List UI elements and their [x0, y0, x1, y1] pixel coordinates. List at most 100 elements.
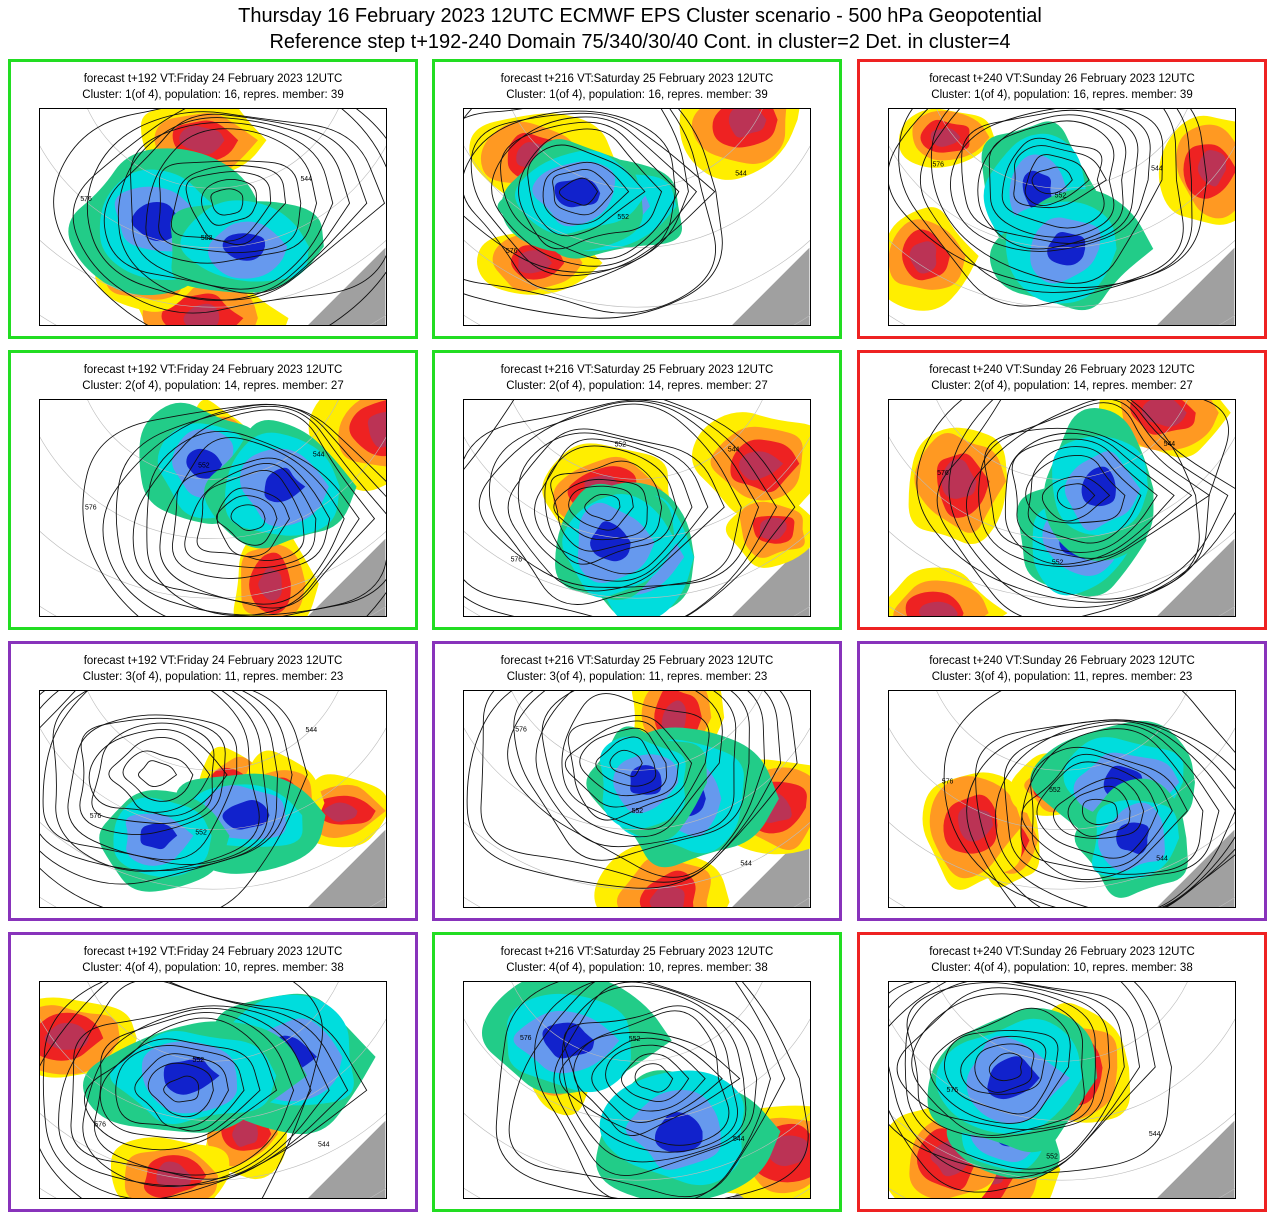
contour-label: 552 [629, 1036, 641, 1043]
forecast-step-label: forecast t+216 VT:Saturday 25 February 2… [500, 946, 774, 958]
forecast-step-label: forecast t+240 VT:Sunday 26 February 202… [929, 364, 1195, 376]
geopotential-contour [138, 760, 178, 787]
geopotential-contour [564, 720, 679, 808]
geopotential-contour [1025, 455, 1126, 524]
warm-anomaly-area [649, 885, 685, 907]
cluster-info-label: Cluster: 2(of 4), population: 14, repres… [82, 380, 344, 392]
geopotential-contour [609, 749, 643, 777]
forecast-panel-c2-t3: forecast t+240 VT:Sunday 26 February 202… [857, 350, 1267, 630]
panel-header: forecast t+240 VT:Sunday 26 February 202… [860, 653, 1264, 685]
contour-label: 552 [632, 808, 644, 815]
geopotential-contour [988, 120, 1115, 238]
geopotential-contour [115, 1044, 245, 1132]
contour-label: 552 [1052, 559, 1064, 566]
geopotential-contour [559, 177, 599, 206]
latitude-circle [889, 1018, 1235, 1121]
latitude-circle [40, 145, 386, 248]
geopotential-contour [567, 714, 693, 821]
geopotential-contour [1056, 483, 1096, 510]
geopotential-contour [595, 736, 657, 787]
warm-anomaly-area [179, 125, 225, 155]
cold-anomaly-area [987, 1056, 1040, 1100]
cluster-info-label: Cluster: 4(of 4), population: 10, repres… [82, 962, 344, 974]
cold-anomaly-area [630, 765, 662, 795]
contour-label: 544 [1149, 1131, 1161, 1138]
geopotential-map: 576 552 544 [888, 690, 1236, 908]
geopotential-contour [906, 982, 1111, 1139]
geopotential-map: 576 552 544 [888, 108, 1236, 326]
panel-header: forecast t+240 VT:Sunday 26 February 202… [860, 71, 1264, 103]
latitude-circle [40, 530, 386, 599]
contour-label: 544 [300, 176, 312, 183]
geopotential-contour [230, 504, 266, 531]
geopotential-contour [201, 178, 257, 226]
latitude-circle [40, 239, 386, 308]
warm-anomaly-area [1197, 150, 1227, 187]
geopotential-map: 576 552 544 [463, 981, 811, 1199]
geopotential-contour [464, 400, 778, 616]
geopotential-contour [920, 109, 1184, 293]
warm-anomaly-area [728, 109, 767, 138]
geopotential-contour [978, 402, 1211, 567]
geopotential-contour [500, 121, 680, 260]
contour-label: 576 [85, 505, 97, 512]
geopotential-contour [185, 171, 272, 242]
forecast-panel-c3-t1: forecast t+192 VT:Friday 24 February 202… [8, 641, 418, 921]
contour-label: 552 [193, 1057, 205, 1064]
cluster-info-label: Cluster: 1(of 4), population: 16, repres… [506, 89, 768, 101]
contour-label: 576 [511, 557, 523, 564]
contour-label: 544 [728, 446, 740, 453]
warm-anomaly-area [739, 451, 784, 481]
panel-header: forecast t+192 VT:Friday 24 February 202… [11, 944, 415, 976]
geopotential-contour [464, 109, 717, 314]
geopotential-contour [52, 691, 260, 872]
contour-label: 552 [198, 463, 210, 470]
forecast-panel-c1-t1: forecast t+192 VT:Friday 24 February 202… [8, 59, 418, 339]
panel-header: forecast t+192 VT:Friday 24 February 202… [11, 71, 415, 103]
land-mask [308, 538, 386, 616]
cluster-info-label: Cluster: 3(of 4), population: 11, repres… [931, 671, 1193, 683]
geopotential-contour [534, 982, 771, 1198]
latitude-circle [936, 982, 1188, 1062]
geopotential-contour [563, 1005, 738, 1153]
geopotential-contour [517, 432, 709, 582]
geopotential-contour [994, 720, 1235, 907]
geopotential-contour [950, 109, 1151, 252]
land-mask [308, 1120, 386, 1198]
geopotential-contour [82, 1007, 312, 1187]
latitude-circle [464, 145, 810, 248]
geopotential-map: 576 552 544 [463, 690, 811, 908]
geopotential-contour [573, 1031, 741, 1136]
forecast-step-label: forecast t+216 VT:Saturday 25 February 2… [500, 655, 774, 667]
geopotential-contour [108, 736, 211, 813]
latitude-circle [40, 436, 386, 539]
geopotential-contour [898, 109, 1193, 307]
panel-header: forecast t+240 VT:Sunday 26 February 202… [860, 944, 1264, 976]
latitude-circle [464, 1112, 810, 1181]
geopotential-contour [561, 985, 747, 1163]
forecast-step-label: forecast t+216 VT:Saturday 25 February 2… [500, 73, 774, 85]
geopotential-contour [134, 1053, 229, 1129]
geopotential-contour [1036, 761, 1159, 859]
forecast-panel-c2-t2: forecast t+216 VT:Saturday 25 February 2… [432, 350, 842, 630]
geopotential-contour [1030, 746, 1188, 881]
contour-label: 544 [306, 727, 318, 734]
geopotential-contour [94, 1011, 295, 1176]
geopotential-contour [122, 750, 194, 802]
geopotential-contour [88, 728, 228, 817]
geopotential-contour [67, 714, 238, 861]
forecast-panel-c2-t1: forecast t+192 VT:Friday 24 February 202… [8, 350, 418, 630]
latitude-circle [511, 691, 763, 771]
geopotential-contour [584, 493, 621, 522]
latitude-circle [464, 530, 810, 599]
geopotential-contour [948, 400, 1235, 608]
geopotential-contour [84, 1017, 278, 1151]
land-mask [732, 829, 810, 907]
warm-anomaly-area [909, 241, 937, 274]
geopotential-contour [527, 144, 646, 237]
contour-label: 552 [617, 214, 629, 221]
geopotential-map: 576 552 544 [39, 108, 387, 326]
geopotential-contour [541, 691, 723, 838]
geopotential-contour [216, 495, 278, 546]
contour-label: 576 [947, 1087, 959, 1094]
